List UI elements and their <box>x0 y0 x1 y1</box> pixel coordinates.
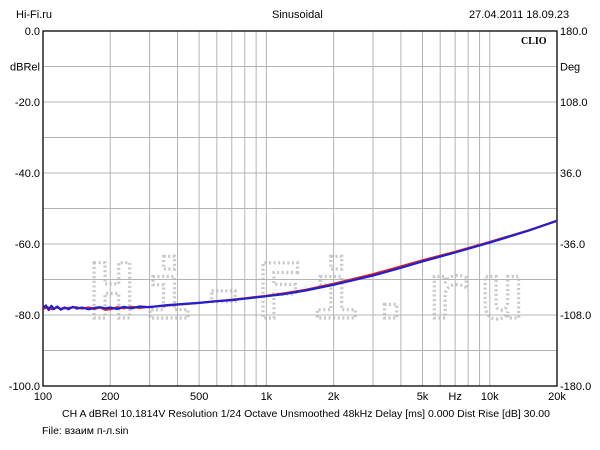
header-title: Sinusoidal <box>272 9 323 21</box>
y-axis-label-left: dBRel <box>10 62 40 74</box>
y-tick-label-left: -40.0 <box>15 168 40 180</box>
header-datetime: 27.04.2011 18.09.23 <box>469 9 570 21</box>
footer-settings: CH A dBRel 10.1814V Resolution 1/24 Octa… <box>62 408 550 420</box>
x-tick-label: 100 <box>34 391 52 403</box>
plot-frame <box>42 30 558 387</box>
x-tick-label: 500 <box>190 391 208 403</box>
y-tick-label-right: 108.0 <box>560 97 588 109</box>
y-tick-label-right: 180.0 <box>560 26 588 38</box>
y-tick-label-left: -100.0 <box>9 381 40 393</box>
y-tick-label-left: -20.0 <box>15 97 40 109</box>
clio-logo: CLIO <box>521 36 547 47</box>
y-axis-label-right: Deg <box>560 62 580 74</box>
footer-file: File: взаим п-л.sin <box>42 425 129 437</box>
header-site: Hi-Fi.ru <box>16 9 53 21</box>
y-tick-label-right: -180.0 <box>560 381 591 393</box>
x-tick-label: 2k <box>328 391 340 403</box>
watermark-text: Hi-Fi.ru <box>89 247 535 336</box>
x-tick-label: 10k <box>481 391 499 403</box>
x-tick-label: 5k <box>417 391 429 403</box>
x-tick-label: Hz <box>448 391 461 403</box>
series-line-2 <box>42 219 558 312</box>
x-tick-label: 20k <box>548 391 566 403</box>
y-tick-label-right: -36.0 <box>560 239 585 251</box>
x-tick-label: 1k <box>261 391 273 403</box>
x-tick-label: 200 <box>101 391 119 403</box>
y-tick-label-right: -108.0 <box>560 310 591 322</box>
y-tick-label-left: 0.0 <box>25 26 40 38</box>
y-tick-label-left: -60.0 <box>15 239 40 251</box>
y-tick-label-right: 36.0 <box>560 168 581 180</box>
y-tick-label-left: -80.0 <box>15 310 40 322</box>
